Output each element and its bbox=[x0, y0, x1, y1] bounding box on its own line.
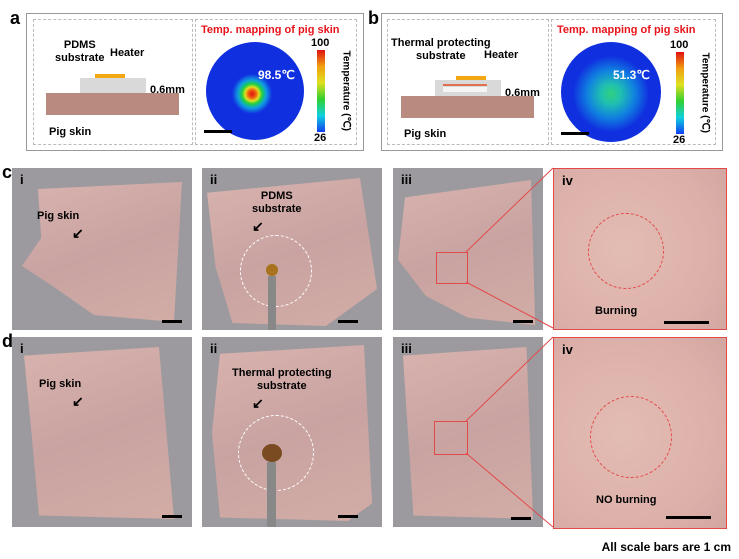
schematic-b: Thermal protecting substrate Heater 0.6m… bbox=[387, 19, 549, 145]
subpanel-label: iii bbox=[401, 341, 412, 356]
substrate-label: PDMS substrate bbox=[55, 39, 105, 64]
scale-bar bbox=[338, 320, 358, 323]
colorbar bbox=[676, 52, 684, 134]
subpanel-label: iv bbox=[562, 173, 573, 188]
substrate-label: Thermal protecting substrate bbox=[232, 367, 332, 392]
colorbar-min: 26 bbox=[314, 132, 327, 144]
subpanel-label: i bbox=[20, 172, 24, 187]
photo-d-i: i Pig skin ↙ bbox=[12, 337, 192, 527]
scale-bar bbox=[511, 517, 531, 520]
heater-label: Heater bbox=[484, 49, 519, 61]
scale-bar bbox=[338, 515, 358, 518]
scale-bar bbox=[162, 320, 182, 323]
heater-device bbox=[262, 444, 282, 462]
pig-skin-label: Pig skin bbox=[37, 210, 80, 222]
skin-label: Pig skin bbox=[404, 128, 447, 140]
substrate-label: Thermal protecting substrate bbox=[391, 37, 491, 62]
panel-b: Thermal protecting substrate Heater 0.6m… bbox=[381, 13, 723, 151]
colorbar-max: 100 bbox=[670, 39, 689, 51]
photo-d-ii: ii Thermal protecting substrate ↙ bbox=[202, 337, 382, 527]
dashed-circle bbox=[238, 415, 314, 491]
map-title: Temp. mapping of pig skin bbox=[557, 24, 696, 36]
photo-c-iv: iv Burning bbox=[553, 168, 727, 330]
arrow-icon: ↙ bbox=[252, 218, 264, 234]
panel-label-d: d bbox=[2, 331, 13, 351]
subpanel-label: ii bbox=[210, 172, 218, 187]
pdms-substrate bbox=[80, 78, 146, 93]
arrow-icon: ↙ bbox=[72, 393, 84, 409]
photo-d-iii: iii bbox=[393, 337, 543, 527]
peak-temp: 98.5℃ bbox=[258, 68, 295, 82]
peak-temp: 51.3℃ bbox=[613, 68, 650, 82]
heater bbox=[95, 74, 125, 78]
colorbar bbox=[317, 50, 325, 132]
schematic-a: PDMS substrate Heater 0.6mm Pig skin bbox=[33, 19, 193, 145]
temp-map-b: Temp. mapping of pig skin 51.3℃ 100 26 T… bbox=[551, 19, 716, 146]
pig-skin-label: Pig skin bbox=[39, 378, 82, 390]
scale-bar bbox=[204, 130, 232, 133]
photo-c-ii: ii PDMS substrate ↙ bbox=[202, 168, 382, 330]
zoom-box bbox=[434, 421, 468, 455]
heater bbox=[456, 76, 486, 80]
colorbar-min: 26 bbox=[673, 134, 686, 146]
scale-bar bbox=[666, 516, 711, 519]
skin-label: Pig skin bbox=[49, 126, 92, 138]
result-label: NO burning bbox=[596, 494, 657, 506]
panel-a: PDMS substrate Heater 0.6mm Pig skin Tem… bbox=[26, 13, 364, 151]
substrate-label: PDMS substrate bbox=[252, 190, 302, 215]
dashed-circle bbox=[240, 235, 312, 307]
subpanel-label: ii bbox=[210, 341, 218, 356]
photo-c-iii: iii bbox=[393, 168, 543, 330]
panel-label-b: b bbox=[368, 8, 379, 28]
subpanel-label: iii bbox=[401, 172, 412, 187]
scale-bar bbox=[162, 515, 182, 518]
scale-bar bbox=[513, 320, 533, 323]
subpanel-label: iv bbox=[562, 342, 573, 357]
zoom-box bbox=[436, 252, 468, 284]
map-title: Temp. mapping of pig skin bbox=[201, 24, 340, 36]
thermal-protecting-substrate bbox=[435, 80, 501, 96]
thickness-label: 0.6mm bbox=[150, 84, 185, 96]
thickness-label: 0.6mm bbox=[505, 87, 540, 99]
device-lead bbox=[268, 276, 276, 330]
footer-note: All scale bars are 1 cm bbox=[601, 540, 731, 554]
pig-skin-layer bbox=[46, 93, 179, 115]
device-lead bbox=[267, 462, 276, 527]
dashed-circle bbox=[588, 213, 664, 289]
panel-label-a: a bbox=[10, 8, 21, 28]
photo-c-i: i Pig skin ↙ bbox=[12, 168, 192, 330]
arrow-icon: ↙ bbox=[252, 395, 264, 411]
scale-bar bbox=[664, 321, 709, 324]
scale-bar bbox=[561, 132, 589, 135]
subpanel-label: i bbox=[20, 341, 24, 356]
heater-device bbox=[266, 264, 278, 276]
panel-label-c: c bbox=[2, 162, 13, 182]
temperature-map bbox=[561, 42, 661, 142]
photo-d-iv: iv NO burning bbox=[553, 337, 727, 529]
temperature-map bbox=[206, 42, 304, 140]
pig-skin-layer bbox=[401, 96, 534, 118]
colorbar-max: 100 bbox=[311, 37, 330, 49]
result-label: Burning bbox=[595, 305, 638, 317]
arrow-icon: ↙ bbox=[72, 225, 84, 241]
temp-map-a: Temp. mapping of pig skin 98.5℃ 100 26 T… bbox=[195, 19, 357, 145]
heater-label: Heater bbox=[110, 47, 145, 59]
dashed-circle bbox=[590, 396, 672, 478]
